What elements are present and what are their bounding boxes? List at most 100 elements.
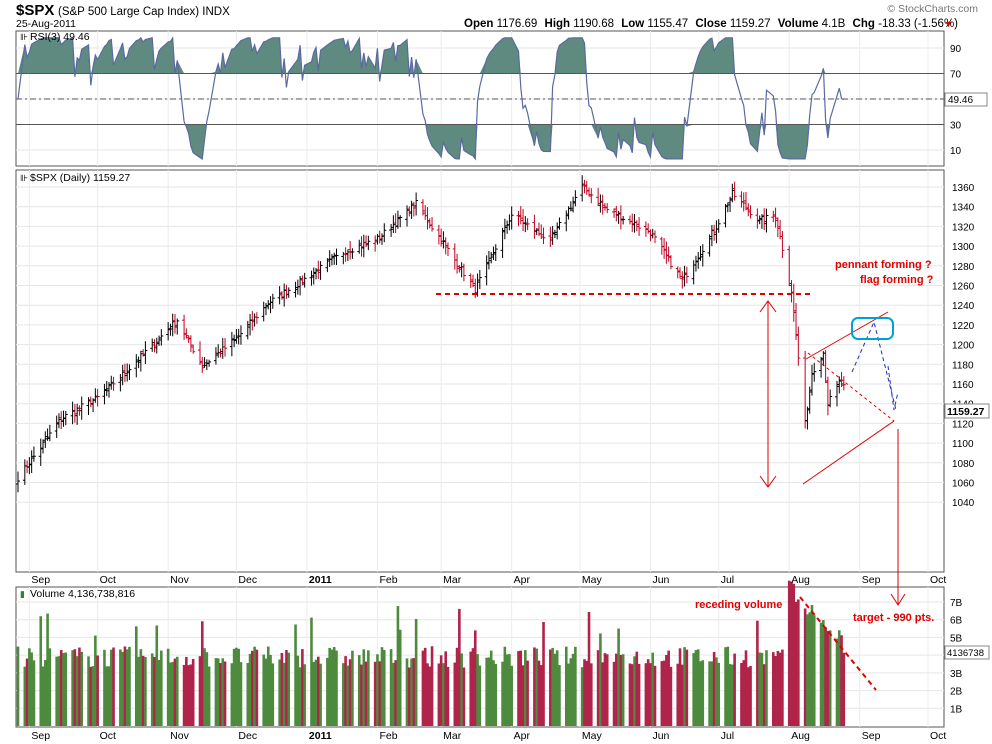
price-bar: [780, 231, 785, 259]
volume-bar: [569, 658, 573, 726]
open-label: Open: [464, 18, 493, 30]
volume-bar: [567, 663, 570, 726]
chg-value: -18.33 (-1.56%): [878, 18, 958, 30]
volume-bar: [360, 664, 363, 726]
volume-bar: [214, 658, 218, 726]
price-bar: [762, 208, 767, 231]
close-value: 1159.27: [730, 18, 771, 30]
volume-bar: [660, 661, 664, 726]
price-bar: [764, 208, 769, 233]
price-bar: [439, 228, 444, 247]
price-bar: [534, 228, 539, 236]
price-bar: [634, 220, 639, 232]
volume-bar: [692, 653, 695, 726]
receding-volume-annotation: receding volume: [695, 599, 782, 611]
volume-bar: [526, 660, 529, 726]
volume-bar: [80, 651, 83, 726]
price-bar: [441, 231, 446, 249]
price-bar: [571, 196, 576, 213]
volume-bar: [382, 650, 386, 726]
volume-bar: [635, 651, 639, 726]
volume-bar: [521, 665, 525, 726]
price-last-flag: 1159.27: [944, 403, 990, 419]
price-bar: [43, 431, 48, 448]
volume-bar: [155, 625, 159, 726]
volume-bar: [105, 666, 109, 726]
price-bar: [477, 269, 482, 290]
price-bar: [757, 215, 762, 225]
price-bar: [411, 201, 416, 217]
price-bar: [343, 247, 348, 262]
price-bar: [812, 362, 817, 382]
price-bar: [773, 207, 778, 228]
price-bar: [805, 406, 810, 430]
volume-bar: [710, 661, 714, 726]
price-bar: [596, 187, 601, 207]
volume-bar: [494, 663, 498, 726]
volume-bar: [819, 622, 823, 726]
volume-bar: [107, 666, 111, 726]
volume-bar: [16, 646, 20, 726]
price-bar: [95, 388, 100, 407]
price-bar: [775, 217, 780, 238]
price-bar: [523, 216, 528, 233]
price-bar: [564, 210, 569, 232]
volume-bar: [715, 657, 718, 726]
volume-bar: [216, 658, 220, 726]
volume-bar: [740, 662, 743, 726]
month-label: Feb: [379, 574, 397, 586]
price-bar: [314, 267, 319, 280]
volume-bar: [89, 666, 93, 726]
price-bar: [284, 284, 289, 299]
volume-bar: [423, 647, 427, 726]
price-bar: [580, 175, 585, 202]
volume-bar: [121, 651, 124, 726]
volume-bar: [519, 650, 523, 726]
price-bar: [198, 341, 202, 366]
price-bar: [47, 424, 52, 442]
volume-bar: [376, 654, 379, 726]
price-bar: [143, 341, 148, 365]
price-bar: [102, 383, 107, 405]
price-bar: [675, 266, 680, 279]
volume-bar: [221, 658, 225, 726]
volume-bar: [378, 661, 382, 726]
volume-bar: [744, 650, 748, 726]
volume-bar: [262, 654, 265, 726]
volume-bar: [392, 662, 395, 726]
price-bar: [229, 331, 234, 357]
volume-bar: [828, 630, 832, 726]
volume-bar: [175, 656, 179, 726]
price-bar: [127, 364, 132, 380]
price-bar: [286, 287, 291, 298]
price-bar: [741, 192, 746, 212]
price-bar: [150, 338, 155, 352]
price-bar: [668, 255, 673, 270]
volume-bar: [596, 650, 600, 726]
price-bar: [707, 234, 712, 257]
month-label: Jun: [652, 730, 669, 742]
volume-bar: [701, 660, 705, 726]
volume-bar: [430, 646, 434, 726]
volume-bar: [128, 646, 131, 726]
month-label: Mar: [443, 574, 462, 586]
index-full-name: (S&P 500 Large Cap Index): [58, 6, 199, 18]
volume-bar: [835, 638, 839, 726]
price-bar: [93, 388, 98, 403]
month-label: Dec: [238, 574, 257, 586]
volume-bar: [173, 658, 177, 726]
price-bar: [489, 251, 494, 264]
volume-bar: [55, 656, 58, 726]
price-bar: [191, 344, 196, 354]
price-bar: [72, 404, 77, 423]
volume-bar: [312, 661, 316, 726]
volume-bar: [574, 646, 577, 726]
price-bar: [184, 328, 189, 339]
price-bar: [318, 261, 323, 280]
volume-bar: [762, 664, 766, 726]
volume-bar: [294, 624, 297, 726]
volume-bar: [412, 658, 416, 726]
volume-bar: [676, 663, 680, 726]
price-tick-label: 1080: [952, 459, 975, 470]
volume-bar: [439, 655, 443, 726]
